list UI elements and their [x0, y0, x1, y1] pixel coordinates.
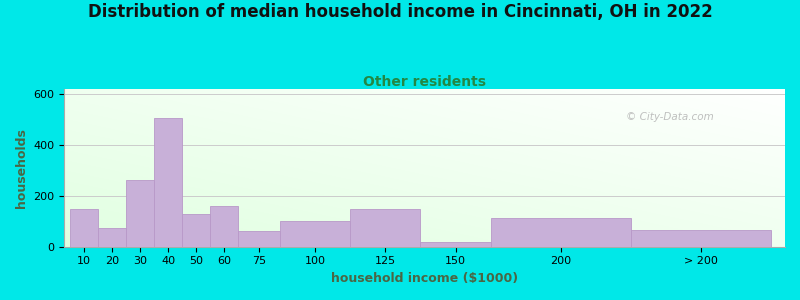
Title: Other residents: Other residents	[363, 75, 486, 89]
Bar	[210, 206, 238, 247]
Bar	[350, 209, 421, 247]
Bar	[126, 180, 154, 247]
Bar	[490, 218, 630, 247]
Text: © City-Data.com: © City-Data.com	[626, 112, 714, 122]
Bar	[98, 228, 126, 247]
Bar	[154, 118, 182, 247]
X-axis label: household income ($1000): household income ($1000)	[331, 272, 518, 285]
Bar	[630, 230, 771, 247]
Bar	[182, 214, 210, 247]
Bar	[280, 221, 350, 247]
Bar	[421, 242, 490, 247]
Bar	[238, 231, 280, 247]
Text: Distribution of median household income in Cincinnati, OH in 2022: Distribution of median household income …	[88, 3, 712, 21]
Bar	[70, 208, 98, 247]
Y-axis label: households: households	[15, 128, 28, 208]
